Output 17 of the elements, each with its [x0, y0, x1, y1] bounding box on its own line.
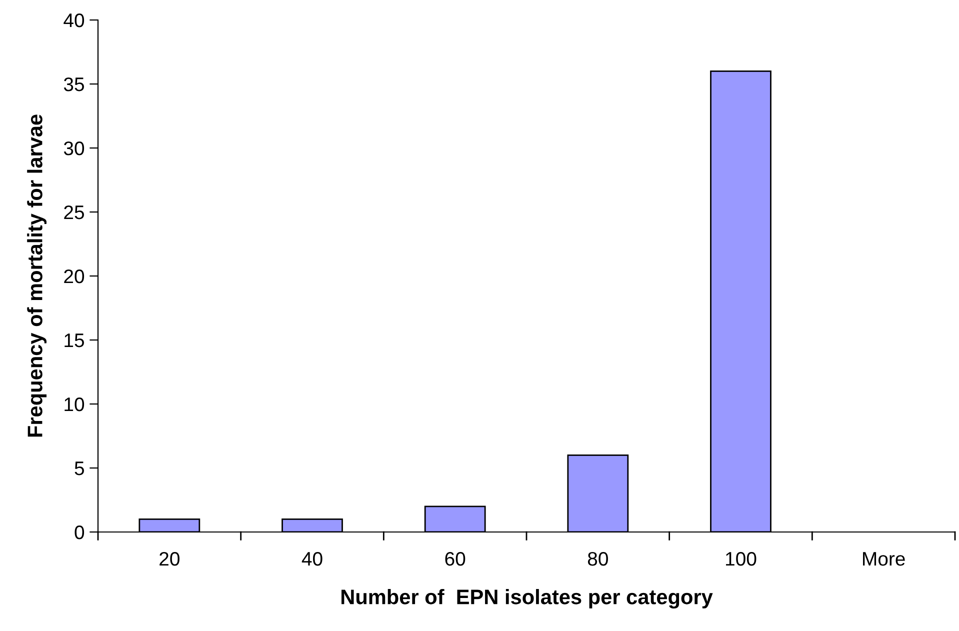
y-tick-label: 5 [74, 462, 84, 476]
x-axis-title: Number of EPN isolates per category [342, 589, 713, 609]
y-tick-label: 35 [64, 77, 84, 92]
y-tick-label: 0 [74, 525, 84, 540]
y-tick-label: 20 [64, 269, 84, 284]
y-tick-label: 40 [64, 13, 84, 28]
y-tick-label: 10 [64, 397, 84, 412]
y-tick-label: 25 [64, 205, 84, 220]
y-tick-label: 30 [64, 141, 84, 156]
x-tick-label: 40 [302, 552, 322, 566]
x-tick-label: More [863, 552, 905, 566]
y-tick-label: 15 [64, 334, 84, 348]
x-tick-label: 20 [160, 552, 180, 566]
x-tick-label: 80 [588, 552, 608, 566]
x-tick-label: 100 [726, 552, 756, 566]
x-tick-label: 60 [445, 552, 466, 566]
y-axis-title: Frequency of mortality for larvae [27, 114, 47, 437]
